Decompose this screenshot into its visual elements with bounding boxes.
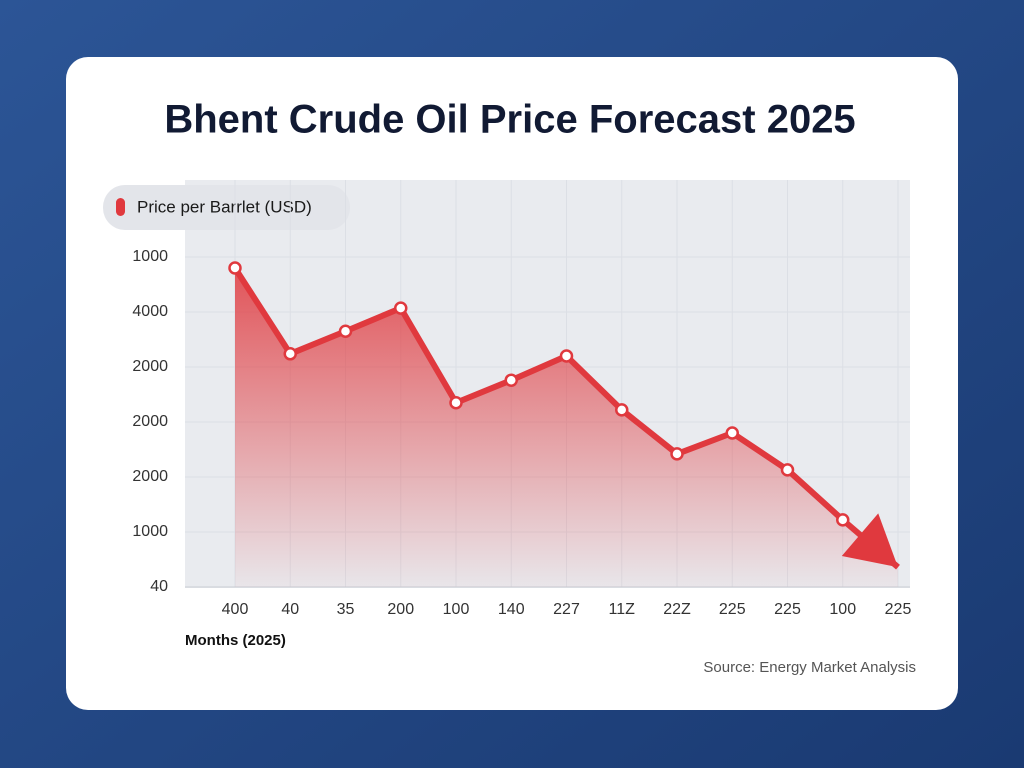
x-tick-label: 225 (719, 601, 746, 618)
y-tick-label: 4000 (132, 303, 168, 320)
point (836, 513, 850, 527)
point (504, 373, 518, 387)
point (283, 347, 297, 361)
point (615, 403, 629, 417)
x-tick-label: 227 (553, 601, 580, 618)
y-tick-label: 2000 (132, 358, 168, 375)
x-tick-label: 11Z (609, 601, 636, 618)
x-tick-label: 40 (281, 601, 299, 618)
y-tick-label: 1000 (132, 248, 168, 265)
point (449, 396, 463, 410)
x-tick-label: 200 (387, 601, 414, 618)
x-tick-label: 100 (443, 601, 470, 618)
x-tick-label: 140 (498, 601, 525, 618)
source: Source: Energy Market Analysis (703, 659, 916, 676)
point (559, 349, 574, 363)
point (725, 426, 739, 440)
x-tick-label: 100 (829, 601, 856, 618)
point (780, 463, 795, 477)
y-tick-label: 40 (150, 578, 168, 595)
plot: 40 1000 2000 2000 2000 4000 1000 400 40 35 200 100 1… (132, 180, 911, 618)
x-axis-label: Months (2025) (185, 632, 286, 649)
x-tick-label: 22Z (663, 601, 691, 618)
area (235, 268, 898, 587)
y-tick-label: 2000 (132, 468, 168, 485)
y-tick-label: 2000 (132, 413, 168, 430)
point (338, 324, 353, 338)
chart-title: Bhent Crude Oil Price Forecast 2025 (164, 98, 855, 142)
point (394, 301, 408, 315)
legend-marker (116, 198, 125, 216)
point (228, 261, 242, 275)
x-tick-label: 225 (885, 601, 912, 618)
x-tick-label: 225 (774, 601, 801, 618)
x-tick-label: 35 (337, 601, 355, 618)
legend-label: Price per Barrlet (USD) (137, 197, 312, 216)
point (670, 447, 684, 461)
legend (103, 185, 350, 230)
arrow-head (841, 513, 898, 568)
y-tick-label: 1000 (132, 523, 168, 540)
x-tick-label: 400 (222, 601, 249, 618)
